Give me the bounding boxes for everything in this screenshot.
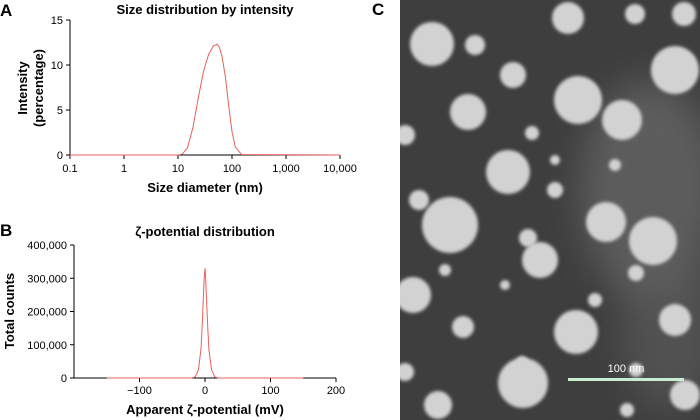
nanoparticle (672, 2, 696, 26)
x-tick-label: 1 (121, 163, 127, 175)
nanoparticle (670, 380, 700, 410)
nanoparticle (629, 363, 643, 377)
panel-letter-c: C (372, 0, 385, 19)
x-axis-label: Apparent ζ-potential (mV) (126, 402, 284, 417)
micrograph-image (400, 0, 700, 420)
zeta-potential-chart: −100 0 100 200 0 100,000 200,000 300,000 400,000… (2, 224, 345, 417)
tem-micrograph: 100 nm (400, 0, 700, 420)
y-tick-label: 0 (57, 150, 63, 162)
nanoparticle (620, 403, 634, 417)
nanoparticle (651, 46, 699, 94)
series-line (106, 268, 304, 379)
nanoparticle (602, 100, 642, 140)
x-tick-label: 0.1 (62, 163, 77, 175)
y-axis-label: Total counts (2, 273, 17, 349)
nanoparticle (498, 358, 548, 408)
x-tick-label: 100 (261, 385, 279, 397)
y-axis-label-line1: Intensity (15, 61, 30, 115)
nanoparticle (500, 62, 526, 88)
y-tick-label: 100,000 (27, 340, 67, 352)
nanoparticle (586, 202, 626, 242)
x-tick-label: 10 (172, 163, 184, 175)
nanoparticle (424, 391, 452, 419)
chart-title: ζ-potential distribution (135, 224, 275, 239)
nanoparticle (554, 310, 598, 354)
panel-letter-a: A (0, 1, 12, 20)
nanoparticle (500, 280, 510, 290)
nanoparticle (522, 242, 558, 278)
x-tick-label: 0 (202, 385, 208, 397)
chart-title: Size distribution by intensity (117, 2, 295, 17)
charts-area: A B 0.1 1 10 100 1,000 10,000 0 5 10 15 Size distr… (0, 1, 357, 417)
x-tick-label: 100 (223, 163, 241, 175)
y-tick-label: 400,000 (27, 240, 67, 252)
scale-bar-label: 100 nm (607, 363, 645, 375)
series-line (70, 43, 341, 156)
panel-letter-b: B (0, 221, 12, 240)
nanoparticle (450, 94, 486, 130)
nanoparticle (628, 265, 644, 281)
nanoparticle (400, 125, 415, 145)
nanoparticle (409, 190, 429, 210)
scale-bar (568, 378, 684, 381)
nanoparticle (554, 76, 602, 124)
nanoparticle (547, 182, 563, 198)
y-tick-label: 15 (51, 15, 63, 27)
y-axis-label-line2: (percentage) (31, 49, 46, 127)
nanoparticle (629, 217, 677, 265)
nanoparticle (550, 155, 560, 165)
nanoparticle (410, 22, 454, 66)
x-tick-label: 1,000 (272, 163, 300, 175)
nanoparticle (659, 304, 691, 336)
y-tick-label: 0 (61, 373, 67, 385)
nanoparticle (439, 264, 451, 276)
nanoparticle (465, 35, 485, 55)
nanoparticle (400, 277, 431, 313)
nanoparticle (452, 316, 474, 338)
nanoparticle (625, 4, 645, 24)
nanoparticle (609, 159, 621, 171)
y-tick-label: 300,000 (27, 273, 67, 285)
y-tick-label: 10 (51, 60, 63, 72)
nanoparticle (552, 2, 584, 34)
nanoparticle (486, 150, 530, 194)
y-tick-label: 5 (57, 105, 63, 117)
x-tick-label: 10,000 (323, 163, 357, 175)
y-tick-label: 200,000 (27, 307, 67, 319)
size-distribution-chart: 0.1 1 10 100 1,000 10,000 0 5 10 15 Size distribut… (15, 2, 357, 195)
nanoparticle (422, 197, 478, 253)
nanoparticle (400, 363, 414, 381)
nanoparticle (588, 293, 602, 307)
x-axis-label: Size diameter (nm) (147, 180, 263, 195)
x-tick-label: 200 (327, 385, 345, 397)
nanoparticle (519, 229, 537, 247)
x-tick-label: −100 (127, 385, 152, 397)
nanoparticle (525, 126, 539, 140)
